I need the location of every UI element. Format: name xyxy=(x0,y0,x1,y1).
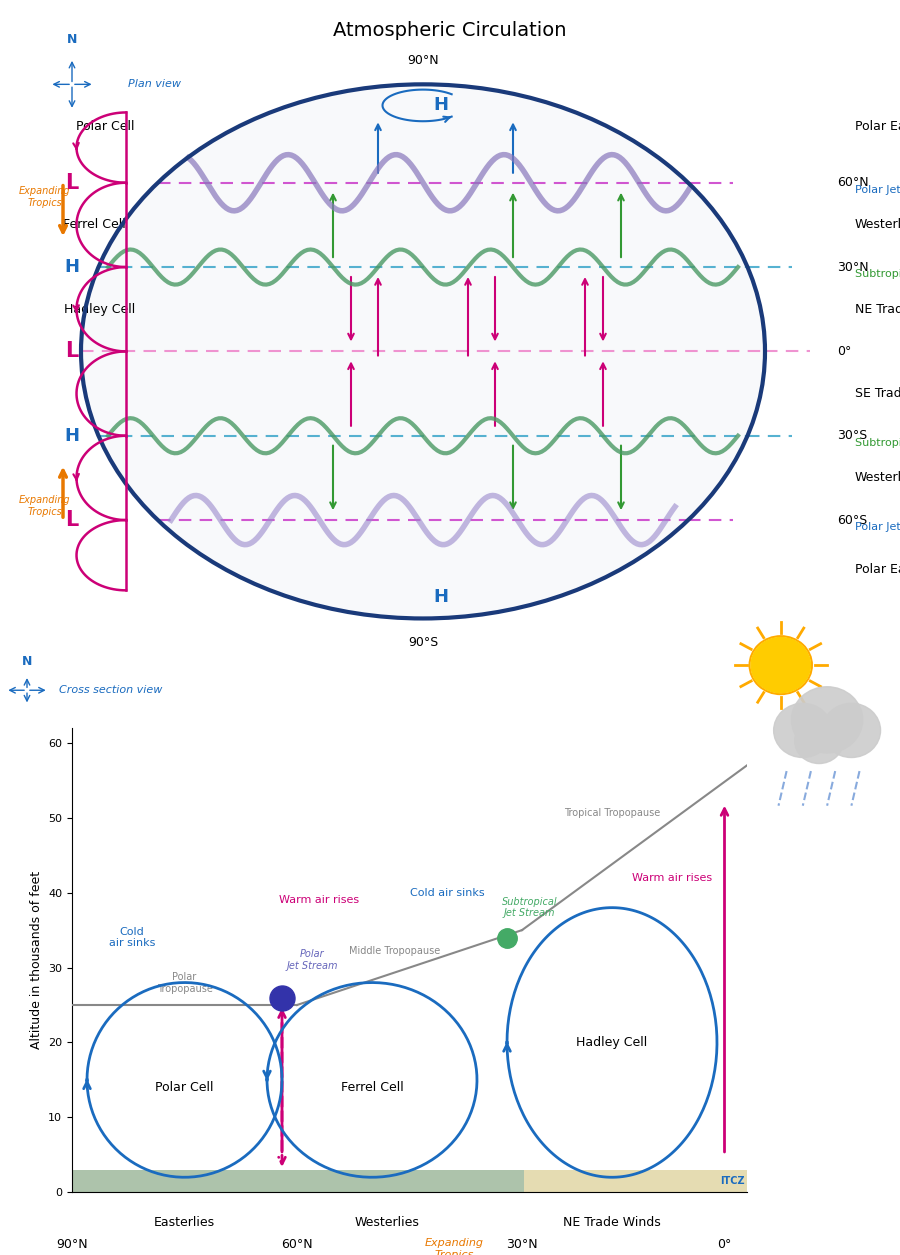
Text: Ferrel Cell: Ferrel Cell xyxy=(63,218,126,231)
Text: Cold air sinks: Cold air sinks xyxy=(410,887,484,897)
Text: Westerlies: Westerlies xyxy=(355,1216,419,1229)
Text: Easterlies: Easterlies xyxy=(154,1216,215,1229)
Text: 60°S: 60°S xyxy=(837,513,868,527)
Text: H: H xyxy=(65,259,79,276)
Text: 90°N: 90°N xyxy=(407,54,439,67)
Text: 30°N: 30°N xyxy=(506,1239,538,1251)
Text: L: L xyxy=(66,173,78,193)
Text: H: H xyxy=(434,97,448,114)
Text: 30°S: 30°S xyxy=(837,429,868,442)
Text: Polar Cell: Polar Cell xyxy=(76,120,135,133)
Text: N: N xyxy=(22,655,32,668)
Text: Cross section view: Cross section view xyxy=(59,685,163,695)
Circle shape xyxy=(823,703,880,758)
Circle shape xyxy=(791,686,863,753)
Bar xyxy=(72,1170,524,1192)
Text: Polar Easterlies: Polar Easterlies xyxy=(855,562,900,576)
Text: 0°: 0° xyxy=(717,1239,732,1251)
Y-axis label: Altitude in thousands of feet: Altitude in thousands of feet xyxy=(30,871,42,1049)
Text: Polar
Tropopause: Polar Tropopause xyxy=(157,973,212,994)
Text: Ferrel Cell: Ferrel Cell xyxy=(340,1081,403,1094)
Text: NE Trade Winds: NE Trade Winds xyxy=(855,302,900,316)
Circle shape xyxy=(751,638,811,693)
Circle shape xyxy=(795,718,843,763)
Text: 90°S: 90°S xyxy=(408,636,438,649)
Text: Tropical Tropopause: Tropical Tropopause xyxy=(564,808,660,818)
Text: Expanding
Tropics: Expanding Tropics xyxy=(19,186,71,207)
Text: Polar Jet Stream: Polar Jet Stream xyxy=(855,522,900,532)
Text: N: N xyxy=(67,33,77,45)
Text: Westerlies: Westerlies xyxy=(855,472,900,484)
Circle shape xyxy=(774,703,832,758)
Text: Hadley Cell: Hadley Cell xyxy=(64,302,135,316)
Text: Polar Easterlies: Polar Easterlies xyxy=(855,120,900,133)
Text: Cold
air sinks: Cold air sinks xyxy=(109,926,155,949)
Bar xyxy=(524,1170,747,1192)
Text: SE Trade Winds: SE Trade Winds xyxy=(855,387,900,400)
Text: 90°N: 90°N xyxy=(56,1239,88,1251)
Text: Polar Jet Stream: Polar Jet Stream xyxy=(855,184,900,195)
Text: Expanding
Tropics: Expanding Tropics xyxy=(425,1237,484,1255)
Text: Middle Tropopause: Middle Tropopause xyxy=(349,946,440,956)
Text: Polar Cell: Polar Cell xyxy=(155,1081,214,1094)
Text: Subtropical Jet Stream: Subtropical Jet Stream xyxy=(855,269,900,279)
Text: ITCZ: ITCZ xyxy=(720,1176,744,1186)
Text: L: L xyxy=(66,341,78,361)
Text: 0°: 0° xyxy=(837,345,851,358)
Text: L: L xyxy=(66,510,78,530)
Text: 30°N: 30°N xyxy=(837,261,868,274)
Text: H: H xyxy=(65,427,79,444)
Text: Plan view: Plan view xyxy=(128,79,181,89)
Text: Warm air rises: Warm air rises xyxy=(632,872,712,882)
Text: Subtropical
Jet Stream: Subtropical Jet Stream xyxy=(501,897,557,919)
Text: H: H xyxy=(434,589,448,606)
Text: Westerlies: Westerlies xyxy=(855,218,900,231)
Text: Polar
Jet Stream: Polar Jet Stream xyxy=(286,949,338,971)
Text: 60°N: 60°N xyxy=(281,1239,313,1251)
Text: NE Trade Winds: NE Trade Winds xyxy=(563,1216,661,1229)
Circle shape xyxy=(81,84,765,619)
Text: Subtropical Jet Stream: Subtropical Jet Stream xyxy=(855,438,900,448)
Text: Hadley Cell: Hadley Cell xyxy=(576,1035,648,1049)
Text: 60°N: 60°N xyxy=(837,176,868,190)
Text: Expanding
Tropics: Expanding Tropics xyxy=(19,496,71,517)
Text: Atmospheric Circulation: Atmospheric Circulation xyxy=(333,21,567,40)
Text: Warm air rises: Warm air rises xyxy=(279,895,360,905)
